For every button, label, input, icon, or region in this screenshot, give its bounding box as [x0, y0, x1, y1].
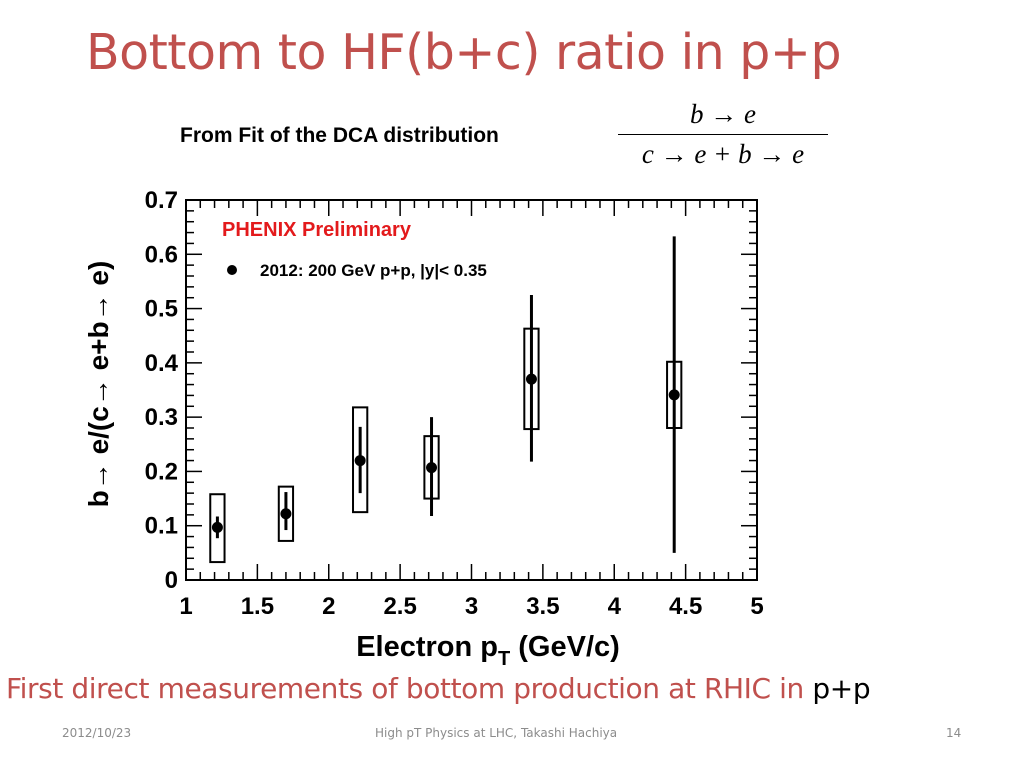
y-axis-label: b→ e/(c→ e+b→ e) — [83, 261, 114, 508]
x-axis-label-sub: T — [498, 648, 510, 670]
y-tick-label: 0.5 — [145, 296, 178, 323]
data-point — [525, 373, 537, 385]
x-tick-label: 1.5 — [241, 593, 274, 620]
footer-date: 2012/10/23 — [62, 726, 132, 740]
x-tick-label: 4.5 — [669, 593, 702, 620]
conclusion-text: First direct measurements of bottom prod… — [6, 672, 871, 705]
x-tick-label: 1 — [179, 593, 192, 620]
x-tick-label: 2 — [322, 593, 335, 620]
x-axis-label: Electron pT (GeV/c) — [356, 631, 620, 670]
x-tick-label: 5 — [750, 593, 763, 620]
data-point — [354, 455, 366, 467]
slide-title: Bottom to HF(b+c) ratio in p+p — [86, 24, 842, 81]
legend-label: 2012: 200 GeV p+p, |y|< 0.35 — [260, 261, 487, 280]
y-tick-label: 0.2 — [145, 458, 178, 485]
x-axis-label-unit: (GeV/c) — [510, 631, 620, 663]
fit-subtitle: From Fit of the DCA distribution — [180, 124, 499, 147]
x-axis-label-main: Electron p — [356, 631, 498, 663]
ratio-formula: b → e c → e + b → e — [618, 96, 828, 173]
formula-numerator: b → e — [690, 99, 756, 129]
formula-fraction-bar — [618, 134, 828, 135]
phenix-preliminary-label: PHENIX Preliminary — [222, 219, 412, 241]
footer-page-number: 14 — [946, 726, 962, 740]
y-tick-label: 0 — [165, 567, 178, 594]
systematic-error-box — [209, 493, 226, 564]
data-point — [211, 521, 223, 533]
x-tick-label: 3.5 — [526, 593, 559, 620]
y-tick-label: 0.4 — [145, 350, 179, 377]
x-tick-label: 3 — [465, 593, 478, 620]
footer-center: High pT Physics at LHC, Takashi Hachiya — [375, 726, 618, 740]
systematic-error-box — [277, 485, 295, 542]
formula-denominator: c → e + b → e — [641, 139, 805, 169]
x-tick-label: 2.5 — [383, 593, 416, 620]
data-point — [668, 389, 680, 401]
conclusion-tail: p+p — [812, 672, 871, 705]
legend-marker — [227, 265, 237, 275]
plot-frame — [185, 199, 758, 581]
y-tick-label: 0.7 — [145, 187, 178, 214]
systematic-error-box — [352, 406, 369, 514]
conclusion-main: First direct measurements of bottom prod… — [6, 672, 804, 705]
y-tick-label: 0.1 — [145, 513, 178, 540]
x-tick-label: 4 — [608, 593, 622, 620]
data-point — [426, 462, 438, 474]
data-point — [280, 508, 292, 520]
y-tick-label: 0.6 — [145, 241, 178, 268]
y-tick-label: 0.3 — [145, 404, 178, 431]
